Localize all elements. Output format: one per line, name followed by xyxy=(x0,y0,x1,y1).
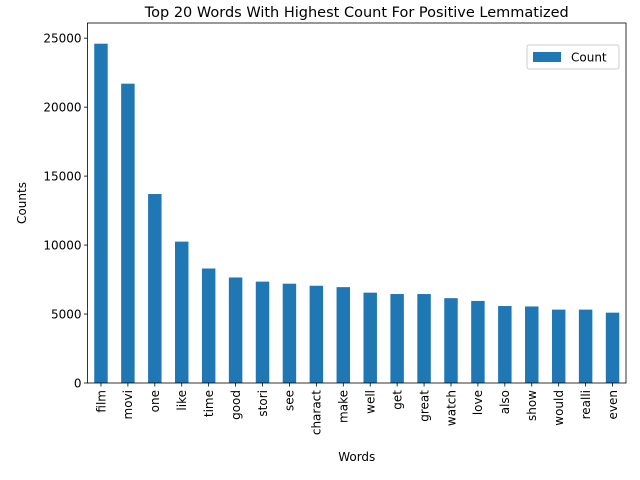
y-tick-label: 10000 xyxy=(43,238,81,252)
x-tick-label-would: would xyxy=(552,390,566,426)
legend-box xyxy=(526,44,620,70)
x-tick-label-stori: stori xyxy=(256,390,270,417)
x-tick-label-show: show xyxy=(525,390,539,421)
x-tick-label-see: see xyxy=(283,390,297,411)
bar-even xyxy=(605,312,620,383)
y-tick-label: 0 xyxy=(74,376,82,390)
x-tick-label-get: get xyxy=(390,390,404,410)
bar-see xyxy=(282,283,297,383)
x-tick-label-film: film xyxy=(94,390,108,413)
x-tick-label-also: also xyxy=(498,390,512,414)
y-axis-label: Counts xyxy=(15,182,29,224)
bar-would xyxy=(551,309,566,383)
x-tick-label-love: love xyxy=(471,390,485,415)
legend-swatch xyxy=(533,52,561,62)
x-tick-label-time: time xyxy=(202,390,216,417)
bar-charact xyxy=(309,285,324,383)
x-tick-label-good: good xyxy=(229,390,243,420)
bar-film xyxy=(94,43,108,383)
x-tick-label-charact: charact xyxy=(310,390,324,435)
x-axis-label: Words xyxy=(338,450,375,464)
bar-like xyxy=(175,241,189,383)
bar-movi xyxy=(121,83,135,384)
x-tick-label-realli: realli xyxy=(579,390,593,419)
y-tick-label: 15000 xyxy=(43,169,81,183)
x-tick-label-make: make xyxy=(337,390,351,423)
legend: Count xyxy=(526,44,620,70)
x-tick-label-one: one xyxy=(148,390,162,412)
bar-stori xyxy=(255,281,270,383)
y-tick-label: 5000 xyxy=(51,307,82,321)
bar-great xyxy=(417,294,431,383)
bar-love xyxy=(471,300,485,383)
y-tick-label: 20000 xyxy=(43,100,81,114)
bar-also xyxy=(498,306,512,383)
x-tick-label-well: well xyxy=(364,390,378,414)
x-axis: film movi one like time good stori see charact ma… xyxy=(94,383,620,435)
bar-realli xyxy=(578,309,593,383)
y-axis: 0 5000 10000 15000 20000 25000 xyxy=(43,31,88,390)
legend-label: Count xyxy=(571,51,607,65)
bars-group xyxy=(94,43,620,384)
x-tick-label-great: great xyxy=(417,390,431,422)
bar-make xyxy=(336,287,351,383)
bar-get xyxy=(390,294,404,383)
plot-frame xyxy=(87,22,627,384)
y-tick-label: 25000 xyxy=(43,31,81,45)
x-tick-label-watch: watch xyxy=(444,390,458,426)
x-tick-label-even: even xyxy=(606,390,620,419)
x-tick-label-movi: movi xyxy=(121,390,135,419)
bar-watch xyxy=(444,298,458,383)
bar-show xyxy=(525,306,539,383)
bar-one xyxy=(148,194,162,383)
bar-good xyxy=(228,277,243,383)
chart-title: Top 20 Words With Highest Count For Posi… xyxy=(144,5,569,21)
x-tick-label-like: like xyxy=(175,390,189,411)
bar-well xyxy=(363,292,377,383)
bar-time xyxy=(201,268,216,383)
